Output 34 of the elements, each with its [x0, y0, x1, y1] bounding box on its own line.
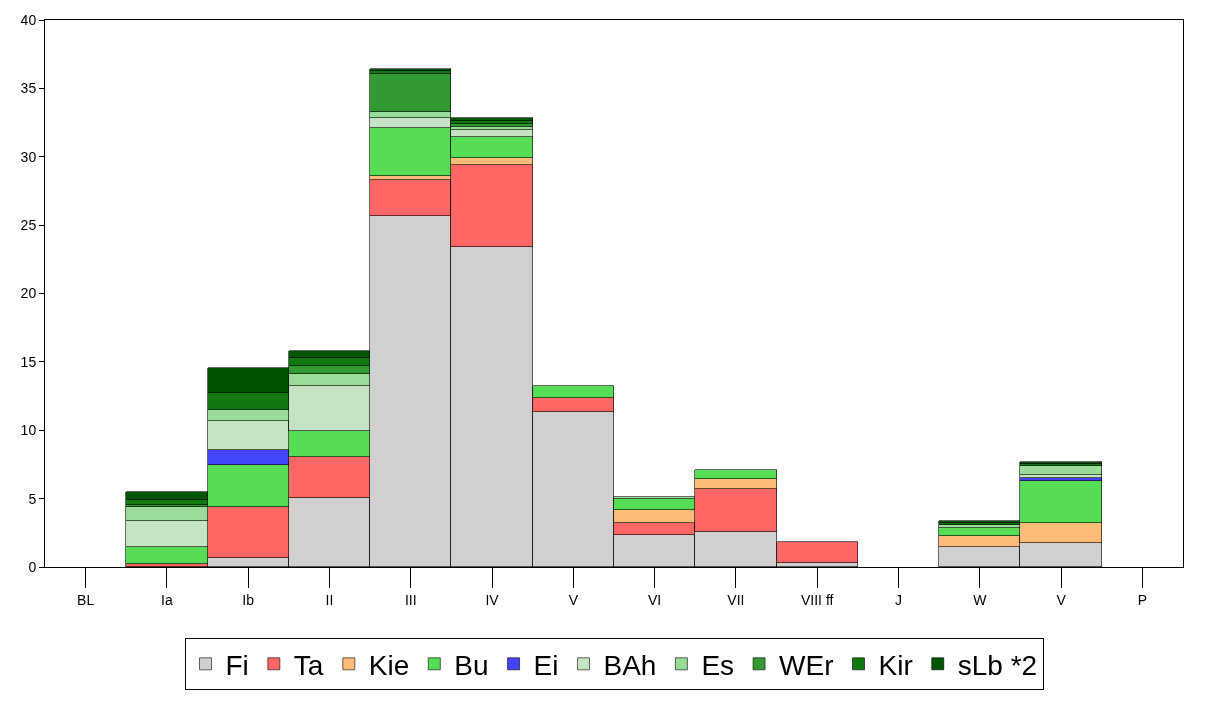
x-tick-label: BL	[77, 591, 95, 608]
x-tick-label: VIII ff	[800, 591, 834, 608]
x-tick-label: VI	[648, 591, 662, 608]
x-tick-label: Ia	[161, 591, 173, 608]
y-tick-label: 20	[20, 285, 37, 302]
y-tick-label: 35	[20, 80, 37, 97]
x-tick-label: III	[404, 591, 417, 608]
x-tick-label: II	[325, 591, 334, 608]
bar	[1019, 465, 1102, 475]
y-tick-label: 25	[20, 217, 37, 234]
y-tick-label: 30	[20, 148, 37, 165]
legend-label: Kie	[368, 649, 410, 681]
y-tick-label: 10	[20, 422, 37, 439]
x-tick-label: Ib	[242, 591, 255, 608]
legend-label: Ta	[293, 649, 324, 681]
legend-label: Es	[701, 649, 735, 681]
x-tick-label: IV	[485, 591, 500, 608]
legend-label: Bu	[454, 649, 489, 681]
x-tick-label: W	[973, 591, 988, 608]
x-tick-label: J	[895, 591, 902, 608]
y-tick-label: 0	[28, 558, 37, 575]
x-tick-label: VII	[727, 591, 745, 608]
y-tick-label: 15	[20, 353, 37, 370]
legend-label: Fi	[225, 649, 249, 681]
legend-label: Ei	[533, 649, 559, 681]
x-tick-label: V	[1056, 591, 1067, 608]
legend-label: sLb *2	[957, 649, 1038, 681]
legend-label: Kir	[878, 649, 913, 681]
y-tick-label: 5	[28, 490, 37, 507]
x-tick-label: V	[568, 591, 579, 608]
legend-label: BAh	[603, 649, 657, 681]
x-tick-label: P	[1137, 591, 1148, 608]
legend-label: WEr	[779, 649, 834, 681]
y-tick-label: 40	[20, 11, 37, 28]
